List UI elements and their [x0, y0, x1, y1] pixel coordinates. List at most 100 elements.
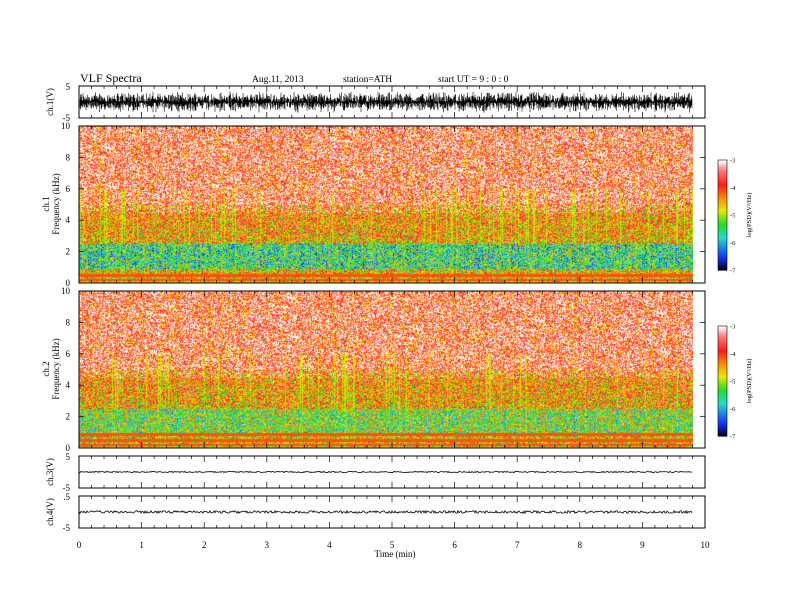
x-tick-label: 0	[77, 540, 82, 550]
colorbar-swatch	[718, 264, 727, 267]
y-axis-label: ch.4(V)	[45, 498, 55, 526]
colorbar-swatch	[718, 259, 727, 262]
y-tick-label: -5	[63, 113, 71, 123]
x-tick-label: 7	[515, 540, 520, 550]
figure-start-time: start UT = 9 : 0 : 0	[438, 75, 509, 85]
colorbar-swatch	[718, 196, 727, 200]
colorbar-tick-label: -6	[730, 406, 736, 413]
colorbar-swatch	[718, 344, 727, 347]
colorbar-swatch	[718, 231, 727, 234]
colorbar-tick-label: -5	[730, 379, 735, 386]
colorbar-swatch	[718, 329, 727, 333]
colorbar-swatch	[718, 434, 727, 437]
x-axis-tick-labels: 0 1 2 3 4 5 6 7 8 9 10	[77, 540, 710, 550]
colorbar-swatch	[718, 333, 727, 336]
colorbar-swatch	[718, 249, 727, 253]
y-tick-label: 2	[66, 247, 71, 257]
colorbar-swatch	[718, 218, 727, 222]
colorbar-swatch	[718, 392, 727, 395]
colorbar-swatch	[718, 266, 727, 269]
x-axis-ticks	[78, 86, 706, 528]
colorbar-tick-label: -3	[730, 158, 735, 165]
x-tick-label: 3	[265, 540, 270, 550]
colorbar-frame	[717, 159, 728, 271]
colorbar-swatch	[718, 235, 727, 238]
y-tick-label: 0	[66, 278, 71, 288]
colorbar-swatch	[718, 395, 727, 399]
colorbar-swatch	[718, 257, 727, 260]
colorbar-swatch	[718, 262, 727, 266]
colorbar-swatch	[718, 209, 727, 212]
colorbar-swatch	[718, 426, 727, 430]
colorbar-swatch	[718, 415, 727, 419]
colorbar-swatch	[718, 268, 727, 271]
colorbar-swatch	[718, 388, 727, 391]
y-tick-label: 2	[66, 412, 71, 422]
x-tick-label: 6	[452, 540, 457, 550]
colorbar-swatch	[718, 390, 727, 393]
colorbar-swatch	[718, 202, 727, 205]
colorbar-swatch	[718, 386, 727, 389]
colorbar-swatch	[718, 373, 727, 377]
colorbar-swatch	[718, 260, 727, 264]
colorbar-swatch	[718, 327, 727, 331]
colorbar-swatch	[718, 194, 727, 198]
colorbar-swatch	[718, 246, 727, 249]
colorbar-swatch	[718, 360, 727, 364]
colorbar-swatch	[718, 366, 727, 369]
colorbar-swatch	[718, 351, 727, 355]
colorbar-swatch	[718, 399, 727, 402]
x-tick-label: 4	[327, 540, 332, 550]
colorbar-swatch	[718, 362, 727, 366]
waveform-ch4-trace	[79, 509, 693, 515]
x-tick-label: 5	[390, 540, 395, 550]
colorbar-swatch	[718, 253, 727, 256]
colorbar-swatch	[718, 381, 727, 384]
waveform-line	[79, 470, 693, 474]
y-tick-label: 6	[66, 349, 71, 359]
colorbar-swatch	[718, 178, 727, 181]
colorbar-swatch	[718, 353, 727, 356]
colorbar-swatch	[718, 359, 727, 362]
colorbar-swatch	[718, 403, 727, 406]
colorbar-swatch	[718, 183, 727, 187]
y-tick-label: .5	[63, 492, 70, 502]
colorbar-swatch	[718, 368, 727, 371]
y-tick-label: 5	[66, 452, 71, 462]
y-tick-label: 10	[61, 286, 71, 296]
colorbar-swatch	[718, 371, 727, 375]
y-axis-label: ch.3(V)	[45, 458, 55, 486]
colorbar-swatch	[718, 200, 727, 203]
colorbar-swatch	[718, 337, 727, 340]
colorbar-label: log(PSD)(V²/Hz)	[746, 193, 753, 238]
colorbar-swatch	[718, 227, 727, 231]
spectrogram-ch2-image	[79, 291, 693, 448]
colorbar-swatch	[718, 432, 727, 435]
colorbar-swatch	[718, 220, 727, 223]
colorbar-swatch	[718, 216, 727, 220]
colorbar-swatch	[718, 349, 727, 353]
y-axis-label: ch.1(V)	[45, 88, 55, 116]
colorbar-swatch	[718, 331, 727, 334]
colorbar-swatch	[718, 251, 727, 255]
colorbar-swatch	[718, 191, 727, 194]
colorbar-swatch	[718, 167, 727, 170]
colorbar-swatch	[718, 430, 727, 433]
colorbar-tick-label: -4	[730, 185, 736, 192]
colorbar-swatch	[718, 189, 727, 192]
panel-waveform-ch1: 5 -5 ch.1(V)	[45, 82, 706, 123]
panel-spectrogram-ch1: 10 8 6 4 2 0 ch.1Frequency (kHz)	[41, 121, 706, 288]
colorbar-swatch	[718, 375, 727, 378]
colorbar-swatch	[718, 204, 727, 207]
colorbar-swatch	[718, 182, 727, 185]
colorbar-swatch	[718, 222, 727, 225]
y-tick-label: 8	[66, 317, 71, 327]
waveform-line	[79, 91, 693, 113]
y-axis-label-channel: ch.1Frequency (kHz)	[41, 173, 61, 234]
x-tick-label: 8	[578, 540, 583, 550]
figure-station: station=ATH	[343, 75, 392, 85]
colorbar-swatch	[718, 171, 727, 174]
colorbar-swatch	[718, 370, 727, 373]
colorbar-tick-label: -3	[730, 324, 735, 331]
panel-spectrogram-ch2: 10 8 6 4 2 0 ch.2Frequency (kHz)	[41, 286, 706, 453]
